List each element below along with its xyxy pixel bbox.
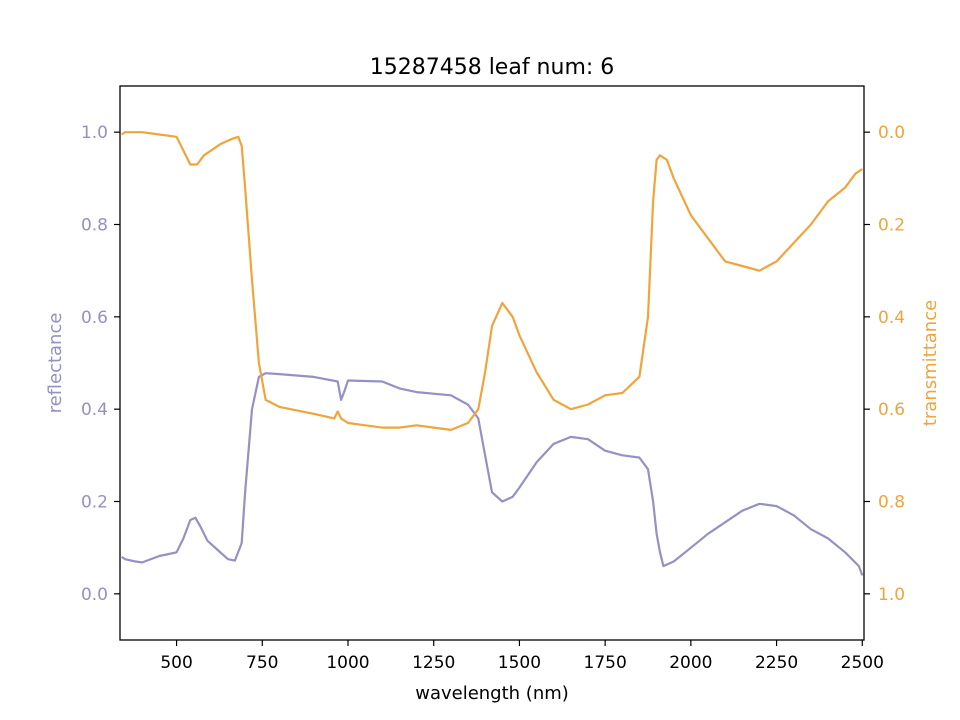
left-y-tick-label: 0.2 [81, 493, 108, 513]
x-tick-label: 1750 [584, 653, 627, 673]
left-y-tick-label: 0.4 [81, 400, 108, 420]
left-y-tick-label: 0.0 [81, 585, 108, 605]
x-tick-label: 1500 [498, 653, 541, 673]
right-y-axis-label: transmittance [920, 300, 941, 426]
chart-title: 15287458 leaf num: 6 [370, 55, 615, 80]
right-y-tick-label: 0.0 [878, 123, 905, 143]
left-y-axis-label: reflectance [45, 313, 66, 414]
left-y-axis: 0.0 0.2 0.4 0.6 0.8 1.0 [81, 123, 120, 605]
x-axis-label: wavelength (nm) [415, 683, 569, 704]
plot-frame [119, 85, 865, 641]
x-tick-label: 2500 [841, 653, 884, 673]
x-tick-label: 2000 [669, 653, 712, 673]
x-tick-label: 1250 [412, 653, 455, 673]
right-y-tick-label: 0.8 [878, 493, 905, 513]
reflectance-line [121, 372, 864, 576]
right-y-tick-label: 0.6 [878, 400, 905, 420]
left-y-tick-label: 1.0 [81, 123, 108, 143]
right-y-tick-label: 1.0 [878, 585, 905, 605]
x-tick-label: 1000 [326, 653, 369, 673]
right-y-axis: 0.0 0.2 0.4 0.6 0.8 1.0 [864, 123, 905, 605]
series-layer [121, 131, 864, 576]
x-tick-label: 500 [160, 653, 192, 673]
right-y-tick-label: 0.2 [878, 216, 905, 236]
x-axis: 500 750 1000 1250 1500 1750 2000 2250 2500 [160, 640, 884, 673]
transmittance-line [121, 131, 863, 431]
x-tick-label: 750 [246, 653, 278, 673]
right-y-tick-label: 0.4 [878, 308, 905, 328]
left-y-tick-label: 0.6 [81, 308, 108, 328]
left-y-tick-label: 0.8 [81, 216, 108, 236]
x-tick-label: 2250 [755, 653, 798, 673]
